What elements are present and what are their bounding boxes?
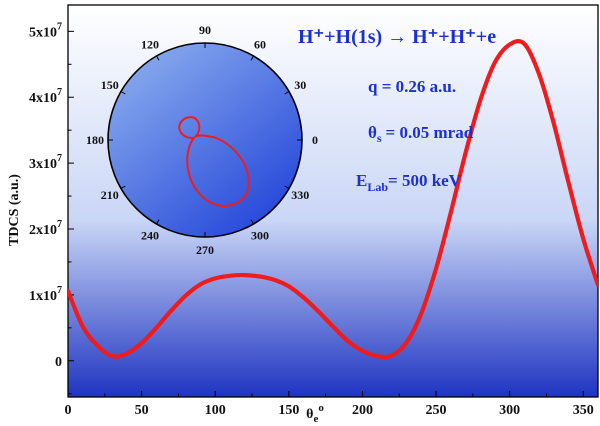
polar-angle-tick: [284, 91, 290, 95]
elab-value: = 500 keV: [388, 171, 462, 190]
x-tick-label: 350: [573, 403, 594, 418]
polar-angle-label: 300: [251, 228, 269, 242]
polar-angle-label: 60: [254, 38, 266, 52]
polar-angle-tick: [284, 185, 290, 189]
x-tick-label: 100: [205, 403, 226, 418]
polar-angle-label: 30: [294, 78, 306, 92]
polar-angle-tick: [120, 185, 126, 189]
polar-disk: [107, 42, 303, 238]
y-tick-label: 5x107: [29, 21, 62, 40]
polar-ticks: [108, 43, 302, 237]
polar-series-line: [178, 116, 250, 207]
x-axis-title-sup: o: [318, 402, 324, 414]
x-axis-title-sub: e: [313, 413, 318, 425]
theta-s-symbol: θ: [368, 123, 377, 142]
x-tick-label: 250: [426, 403, 447, 418]
y-tick-label: 1x107: [29, 285, 62, 304]
polar-angle-label: 150: [101, 78, 119, 92]
theta-s-value: = 0.05 mrad: [386, 123, 474, 142]
polar-angle-tick: [156, 55, 160, 61]
elab-sub: Lab: [367, 180, 388, 194]
polar-angle-tick: [156, 219, 160, 225]
x-axis-title-theta: θ: [306, 407, 313, 422]
x-tick-label: 50: [135, 403, 149, 418]
scattering-angle-label: θs = 0.05 mrad: [368, 123, 474, 145]
momentum-transfer-label: q = 0.26 a.u.: [368, 77, 456, 96]
polar-angle-label: 210: [101, 188, 119, 202]
theta-s-sub: s: [377, 131, 382, 145]
polar-inset: 0 30 60 90 120 150 180 210 240 270 300 330: [86, 23, 318, 257]
y-tick-labels: 0 1x107 2x107 3x107 4x107 5x107: [29, 21, 62, 369]
x-tick-label: 300: [499, 403, 520, 418]
plot-frame: [67, 4, 599, 398]
tdcs-series-line: [68, 39, 598, 360]
polar-angle-label: 0: [312, 133, 318, 147]
polar-angle-label: 90: [199, 23, 211, 37]
axis-ticks: [67, 30, 584, 397]
polar-angle-tick: [250, 55, 254, 61]
y-tick-label: 3x107: [29, 153, 62, 172]
polar-angle-label: 120: [141, 38, 159, 52]
y-tick-label: 4x107: [29, 87, 62, 106]
polar-angle-label: 240: [141, 228, 159, 242]
lab-energy-label: ELab= 500 keV: [356, 171, 462, 194]
reaction-label: H⁺+H(1s) → H⁺+H⁺+e: [298, 26, 496, 48]
y-axis-title: TDCS (a.u.): [7, 174, 22, 246]
y-tick-label: 0: [55, 355, 62, 370]
polar-angle-labels: 0 30 60 90 120 150 180 210 240 270 300 330: [86, 23, 318, 257]
polar-angle-tick: [250, 219, 254, 225]
x-tick-label: 150: [278, 403, 299, 418]
x-tick-labels: 0 50 100 150 200 250 300 350: [65, 403, 594, 418]
polar-angle-label: 330: [291, 188, 309, 202]
x-axis-title: θeo: [306, 402, 324, 425]
x-tick-label: 200: [352, 403, 373, 418]
y-tick-label: 2x107: [29, 219, 62, 238]
elab-symbol: E: [356, 171, 367, 190]
x-tick-label: 0: [65, 403, 72, 418]
polar-angle-tick: [120, 91, 126, 95]
polar-angle-label: 270: [196, 243, 214, 257]
polar-angle-label: 180: [86, 133, 104, 147]
